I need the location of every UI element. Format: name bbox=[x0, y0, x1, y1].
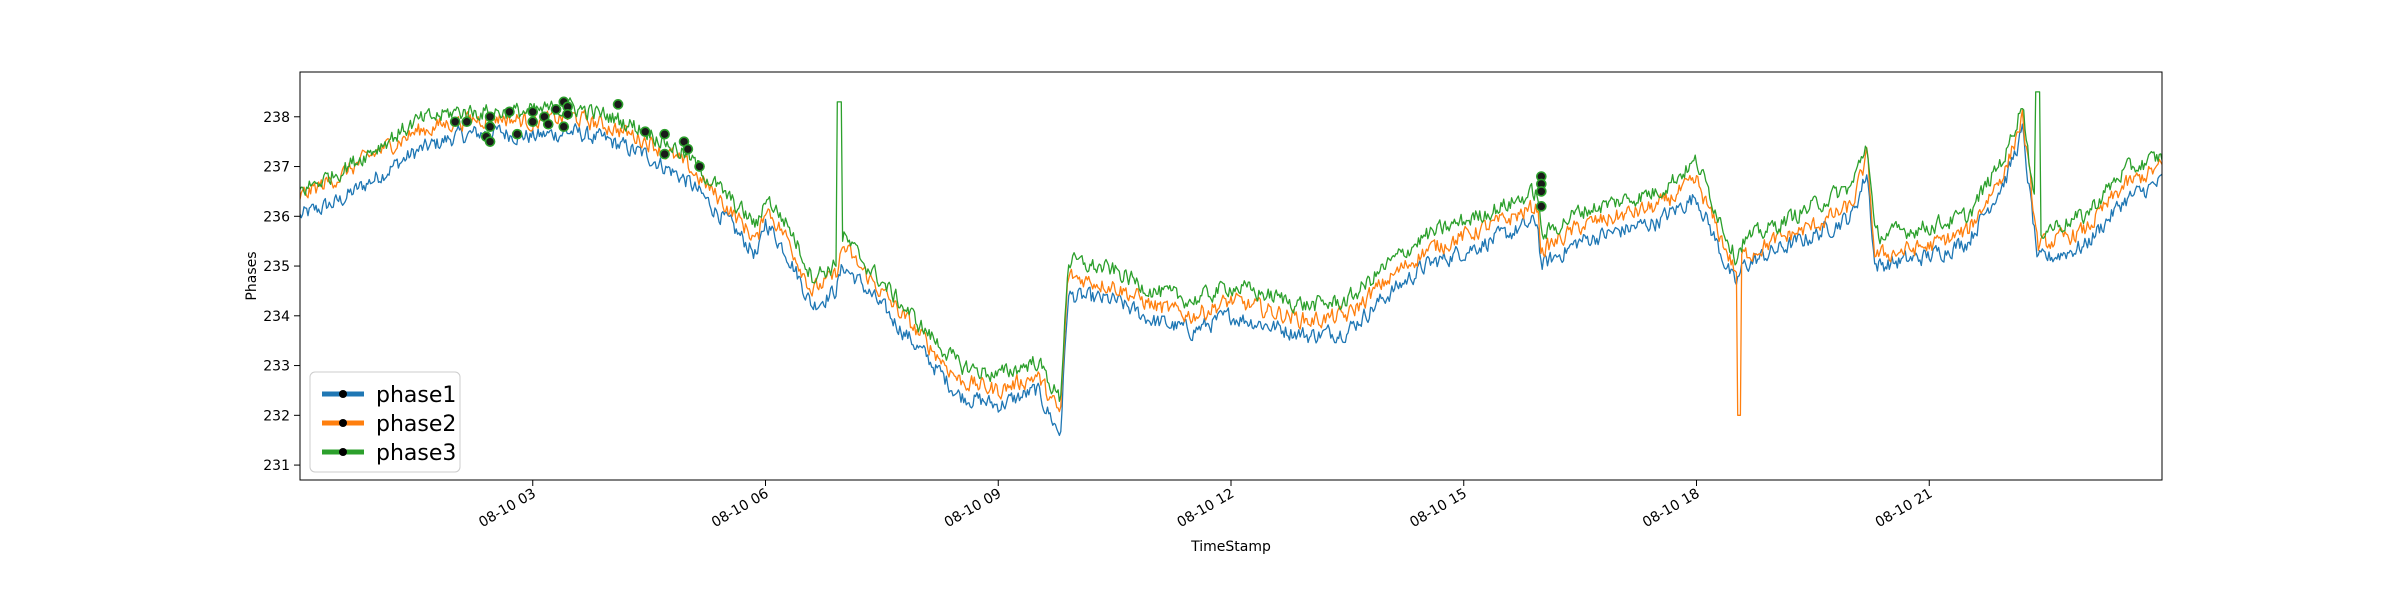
marker-point bbox=[562, 108, 573, 120]
legend-box bbox=[309, 371, 461, 473]
anomaly-markers bbox=[449, 96, 1547, 212]
y-tick-label: 234 bbox=[263, 309, 290, 325]
y-tick-label: 238 bbox=[263, 110, 290, 126]
legend: phase1 phase2 phase3 bbox=[309, 371, 461, 473]
y-tick-label: 235 bbox=[263, 259, 290, 275]
series-line-phase2 bbox=[300, 109, 2162, 416]
marker-point bbox=[542, 118, 554, 130]
legend-item-phase2: phase2 bbox=[322, 412, 456, 437]
y-tick-label: 237 bbox=[263, 160, 290, 176]
legend-label: phase1 bbox=[376, 383, 456, 408]
legend-item-phase3: phase3 bbox=[322, 441, 456, 466]
marker-point bbox=[449, 116, 461, 128]
marker-point bbox=[527, 116, 539, 128]
marker-point bbox=[659, 128, 670, 140]
x-axis-label: TimeStamp bbox=[1190, 539, 1271, 555]
legend-label: phase3 bbox=[376, 441, 456, 466]
marker-point bbox=[550, 104, 562, 115]
marker-point bbox=[612, 99, 624, 110]
y-tick-label: 236 bbox=[263, 209, 290, 225]
legend-label: phase2 bbox=[376, 412, 456, 437]
legend-item-phase1: phase1 bbox=[322, 383, 456, 408]
legend-marker bbox=[339, 419, 347, 427]
y-tick-label: 231 bbox=[263, 458, 290, 474]
marker-point bbox=[527, 106, 539, 118]
legend-marker bbox=[339, 448, 347, 456]
marker-point bbox=[558, 121, 570, 133]
marker-point bbox=[682, 143, 694, 155]
marker-point bbox=[659, 148, 670, 160]
legend-marker bbox=[339, 390, 347, 398]
series-lines bbox=[300, 91, 2162, 437]
plot-area bbox=[299, 71, 2163, 481]
y-axis: 231 232 233 234 235 236 237 238 bbox=[263, 110, 300, 474]
y-tick-label: 232 bbox=[263, 408, 290, 424]
marker-point bbox=[1536, 201, 1547, 212]
y-axis-label: Phases bbox=[244, 251, 260, 300]
marker-point bbox=[1536, 186, 1547, 197]
marker-point bbox=[461, 116, 473, 128]
marker-point bbox=[639, 126, 651, 138]
series-line-phase3 bbox=[300, 91, 2162, 403]
marker-point bbox=[484, 121, 496, 133]
marker-point bbox=[484, 111, 496, 123]
marker-point bbox=[504, 106, 515, 118]
y-tick-label: 233 bbox=[263, 359, 290, 375]
marker-point bbox=[484, 136, 496, 147]
marker-point bbox=[511, 128, 523, 140]
marker-point bbox=[694, 161, 705, 172]
series-line-phase1 bbox=[300, 123, 2162, 437]
